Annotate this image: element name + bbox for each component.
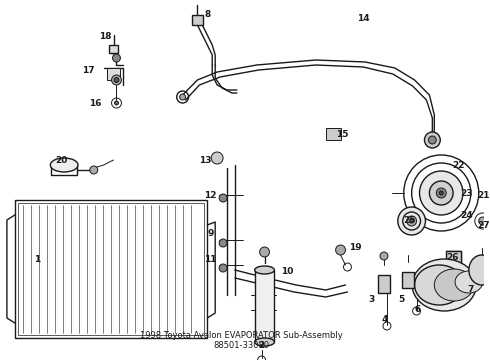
Text: 25: 25 [403,216,416,225]
Ellipse shape [50,158,78,172]
Circle shape [115,101,119,105]
Circle shape [113,54,121,62]
Text: 7: 7 [467,285,474,294]
Circle shape [260,247,270,257]
Text: 12: 12 [204,190,217,199]
Bar [255,270,274,342]
Text: 27: 27 [477,220,490,230]
Circle shape [479,217,487,225]
Ellipse shape [455,271,483,293]
Text: 4: 4 [382,315,388,324]
Circle shape [424,132,440,148]
Text: 10: 10 [281,267,294,276]
Text: 21: 21 [477,190,490,199]
Ellipse shape [412,259,476,311]
Text: 26: 26 [446,253,458,262]
Circle shape [180,94,186,100]
Text: 5: 5 [399,296,405,305]
Bar [326,128,341,140]
Circle shape [407,216,416,226]
Text: 8: 8 [204,9,210,18]
Text: 22: 22 [452,161,464,170]
Ellipse shape [415,265,464,305]
Circle shape [211,152,223,164]
Bar [402,272,414,288]
Circle shape [219,194,227,202]
Text: 13: 13 [199,156,212,165]
Bar [446,251,461,263]
Bar [18,203,204,335]
Text: 9: 9 [207,230,214,239]
Circle shape [410,219,414,223]
Circle shape [380,252,388,260]
Circle shape [114,77,119,82]
Circle shape [428,136,436,144]
Text: 1: 1 [34,256,41,265]
Circle shape [219,239,227,247]
Text: 18: 18 [99,32,112,41]
Ellipse shape [469,255,490,285]
Circle shape [90,166,98,174]
Ellipse shape [434,269,474,301]
Text: 20: 20 [55,156,68,165]
Text: 24: 24 [461,211,473,220]
Text: 16: 16 [90,99,102,108]
Circle shape [398,207,425,235]
Ellipse shape [255,338,274,346]
Text: 3: 3 [368,296,374,305]
Circle shape [429,181,453,205]
Text: 1998 Toyota Avalon EVAPORATOR Sub-Assembly
88501-33080: 1998 Toyota Avalon EVAPORATOR Sub-Assemb… [141,330,343,350]
Bar [109,45,119,53]
Bar [378,275,390,293]
Text: 19: 19 [349,243,362,252]
Text: 15: 15 [336,130,349,139]
Circle shape [112,75,122,85]
Text: 11: 11 [204,256,217,265]
Text: 6: 6 [415,306,421,315]
Circle shape [336,245,345,255]
Circle shape [419,171,463,215]
Bar [192,15,203,25]
Ellipse shape [255,266,274,274]
Circle shape [436,188,446,198]
Text: 23: 23 [461,189,473,198]
Text: 2: 2 [258,341,265,350]
Text: 14: 14 [357,14,369,23]
Text: 17: 17 [82,66,95,75]
Circle shape [219,264,227,272]
Bar [107,68,121,80]
Bar [15,200,207,338]
Circle shape [439,191,443,195]
